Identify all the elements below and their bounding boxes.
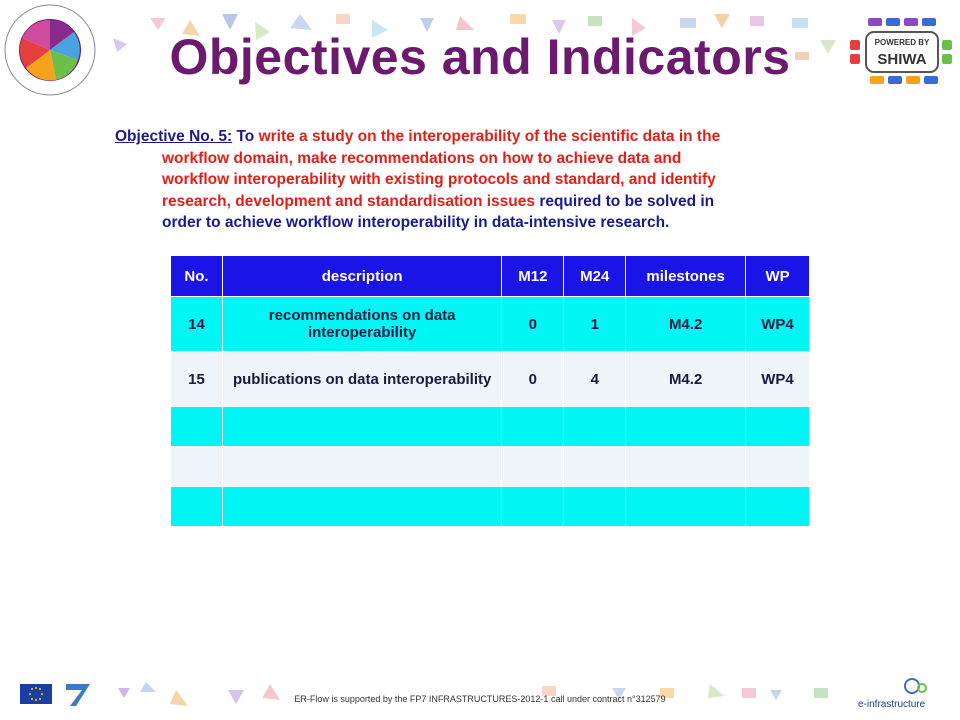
- eu-flag-logo: [20, 684, 52, 704]
- objective-line2: workflow domain, make recommendations on…: [162, 149, 682, 167]
- table-cell: recommendations on data interoperability: [221, 296, 503, 352]
- table-cell: [501, 446, 565, 487]
- table-cell: [221, 446, 503, 487]
- objective-line4a: research, development and standardisatio…: [162, 192, 540, 210]
- table-cell: [745, 406, 810, 447]
- e-infrastructure-label: e-infrastructure: [858, 699, 926, 710]
- objective-line3: workflow interoperability with existing …: [162, 171, 716, 188]
- column-header-no: No.: [170, 255, 223, 297]
- column-header-milestones: milestones: [625, 255, 747, 297]
- table-cell: [563, 486, 627, 527]
- table-cell: [563, 446, 627, 487]
- table-cell: [221, 406, 503, 447]
- table-cell: [170, 446, 223, 487]
- table-cell: [563, 406, 627, 447]
- objective-seg1: To: [232, 128, 259, 145]
- table-cell: 14: [170, 296, 223, 352]
- erflow-logo: [2, 2, 98, 98]
- table-cell: [501, 406, 565, 447]
- objective-line5: order to achieve workflow interoperabili…: [162, 214, 670, 231]
- table-cell: [170, 406, 223, 447]
- table-row: [170, 446, 810, 487]
- table-row: 14 recommendations on data interoperabil…: [170, 296, 810, 352]
- table-cell: WP4: [745, 351, 810, 407]
- table-cell: WP4: [745, 296, 810, 352]
- table-cell: [745, 446, 810, 487]
- column-header-description: description: [221, 255, 503, 297]
- table-cell: [625, 446, 747, 487]
- column-header-wp: WP: [745, 255, 810, 297]
- table-row: [170, 406, 810, 447]
- table-cell: 0: [501, 296, 565, 352]
- shiwa-logo: POWERED BY SHIWA: [846, 12, 956, 88]
- table-cell: M4.2: [625, 351, 747, 407]
- column-header-m24: M24: [563, 255, 627, 297]
- table-cell: [625, 486, 747, 527]
- fp7-logo: [62, 680, 96, 708]
- column-header-m12: M12: [501, 255, 565, 297]
- table-cell: publications on data interoperability: [221, 351, 503, 407]
- shiwa-logo-line1: POWERED BY: [875, 38, 930, 47]
- table-cell: 15: [170, 351, 223, 407]
- table-cell: 1: [563, 296, 627, 352]
- e-infrastructure-logo: [858, 676, 942, 710]
- table-cell: 0: [501, 351, 565, 407]
- objective-lead: Objective No. 5:: [115, 128, 233, 145]
- objective-text: Objective No. 5: To write a study on the…: [115, 126, 843, 234]
- table-cell: M4.2: [625, 296, 747, 352]
- shiwa-logo-line2: SHIWA: [877, 51, 926, 68]
- table-cell: [745, 486, 810, 527]
- objective-line4b: required to be solved in: [539, 192, 715, 210]
- footer-text: ER-Flow is supported by the FP7 INFRASTR…: [294, 694, 666, 704]
- table-cell: 4: [563, 351, 627, 407]
- table-cell: [221, 486, 503, 527]
- table-row: 15 publications on data interoperability…: [170, 351, 810, 407]
- table-header-row: No. description M12 M24 milestones WP: [170, 255, 810, 297]
- table-cell: [170, 486, 223, 527]
- table-cell: [625, 406, 747, 447]
- table-row: [170, 486, 810, 527]
- indicators-table: No. description M12 M24 milestones WP 14…: [170, 255, 810, 527]
- page-title: Objectives and Indicators: [169, 29, 791, 85]
- table-cell: [501, 486, 565, 527]
- objective-seg2: write a study on the interoperability of…: [258, 128, 721, 145]
